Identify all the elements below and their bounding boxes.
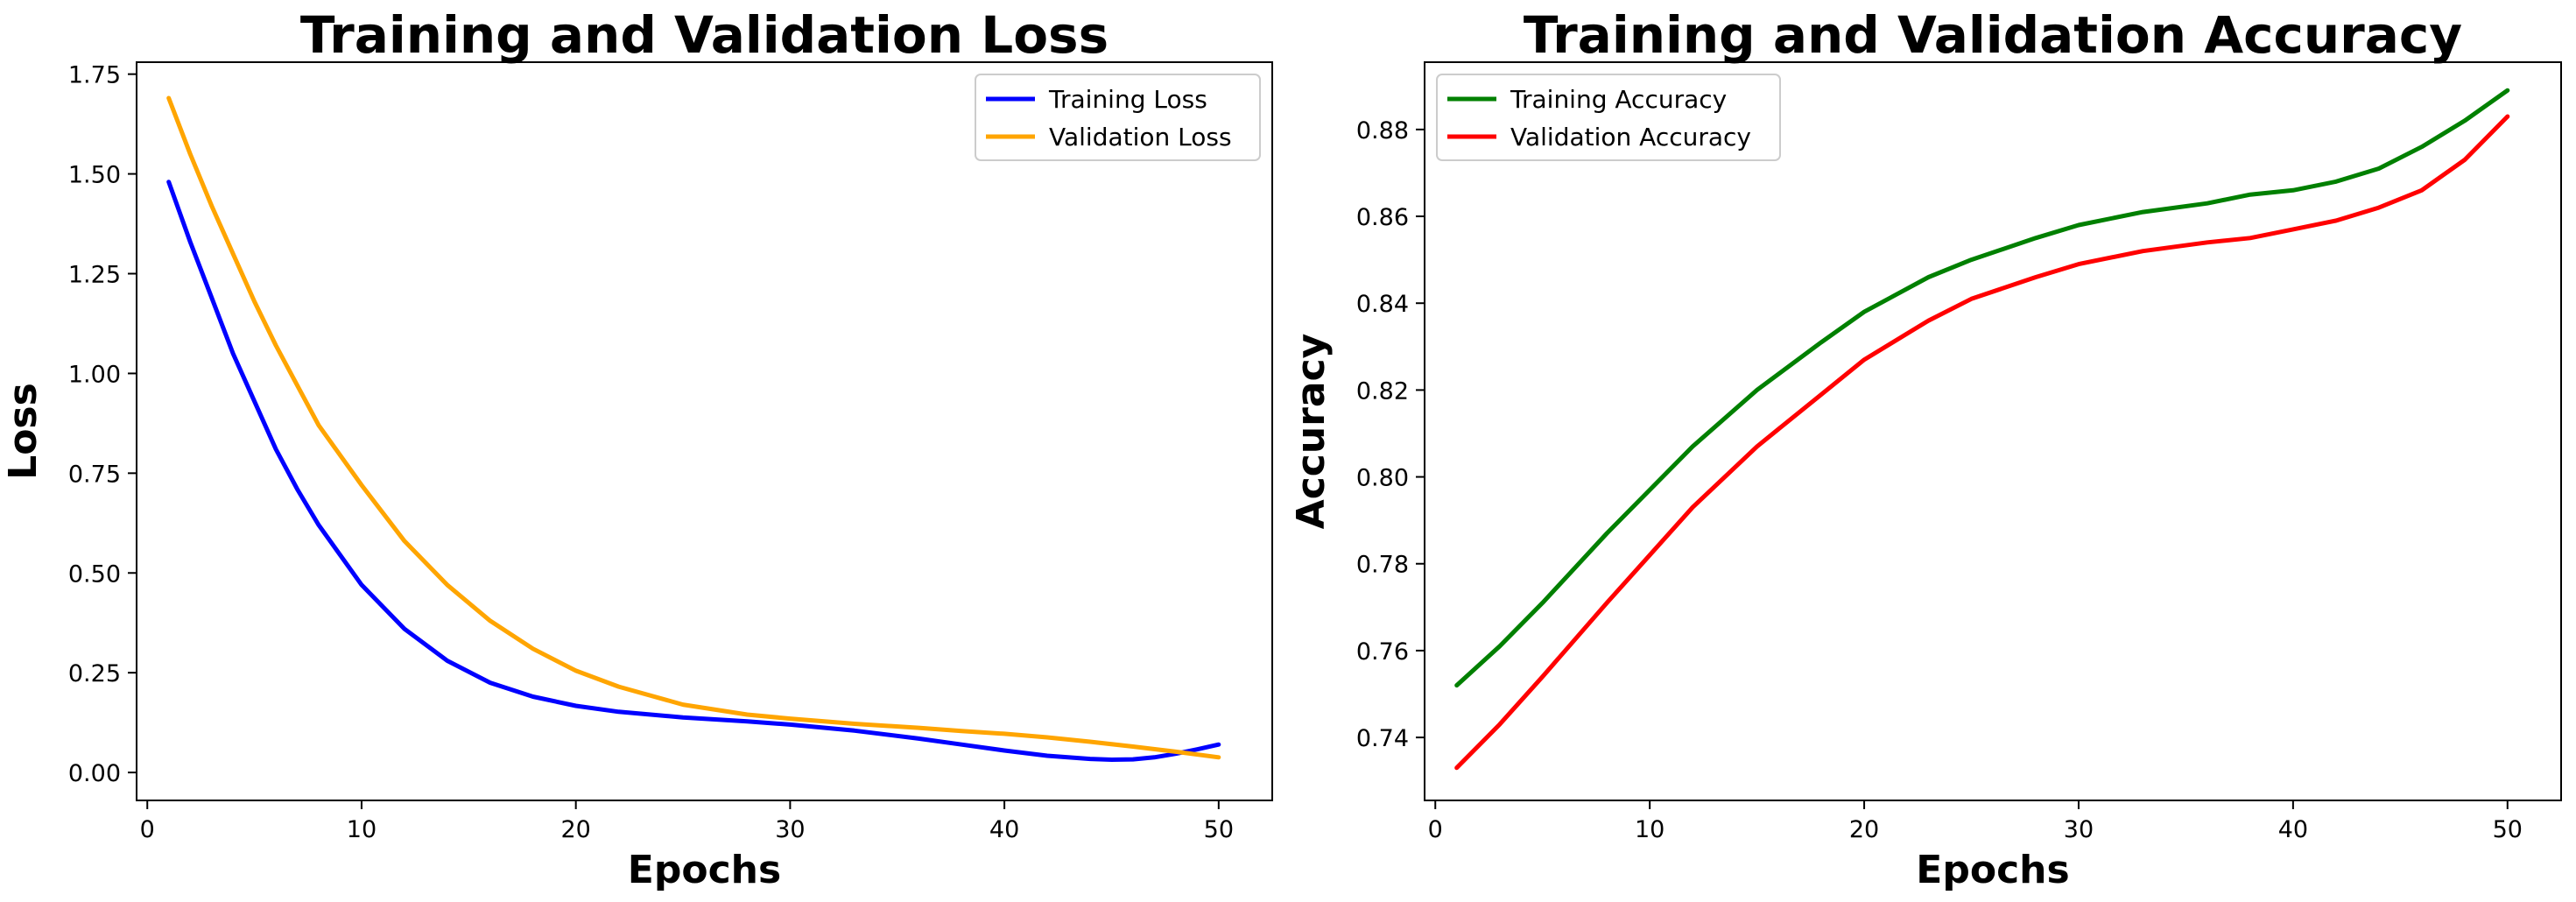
legend-label: Validation Loss (1049, 123, 1232, 152)
x-tick-label: 0 (140, 816, 155, 843)
series-line-1 (166, 180, 1221, 762)
chart-title: Training and Validation Loss (300, 5, 1109, 65)
plot-frame (1424, 61, 2562, 801)
y-tick-label: 0.76 (1356, 638, 1409, 666)
y-tick-label: 0.84 (1356, 291, 1409, 318)
x-tick-label: 0 (1428, 816, 1443, 843)
x-axis-label: Epochs (628, 848, 781, 892)
y-tick-label: 1.25 (68, 262, 121, 289)
legend-box (975, 74, 1261, 161)
y-tick-label: 0.75 (68, 461, 121, 488)
y-tick-label: 0.25 (68, 660, 121, 687)
x-tick-label: 30 (775, 816, 805, 843)
series-line-2 (1454, 114, 2510, 771)
x-tick-label: 40 (2278, 816, 2308, 843)
y-tick-label: 0.00 (68, 760, 121, 787)
y-tick-label: 1.00 (68, 361, 121, 388)
legend-box (1436, 74, 1781, 161)
y-axis-label: Accuracy (1289, 334, 1334, 530)
chart-title: Training and Validation Accuracy (1524, 5, 2462, 65)
legend-label: Training Loss (1048, 85, 1207, 114)
x-tick-label: 50 (2493, 816, 2523, 843)
x-tick-label: 10 (1635, 816, 1665, 843)
plot-frame (136, 61, 1273, 801)
x-tick-label: 20 (1849, 816, 1879, 843)
y-tick-label: 0.86 (1356, 204, 1409, 231)
y-tick-label: 1.75 (68, 62, 121, 89)
legend-label: Validation Accuracy (1510, 123, 1751, 152)
x-tick-label: 40 (989, 816, 1019, 843)
chart-panel-1: Training and Validation Loss 0 10 20 30 40 50 0… (1, 5, 1273, 892)
legend: Training Loss Validation Loss (975, 74, 1261, 161)
y-tick-label: 0.88 (1356, 117, 1409, 144)
y-tick-label: 1.50 (68, 162, 121, 189)
y-tick-label: 0.50 (68, 560, 121, 588)
x-axis-label: Epochs (1916, 848, 2069, 892)
y-tick-label: 0.82 (1356, 377, 1409, 405)
x-tick-label: 50 (1204, 816, 1234, 843)
y-axis-label: Loss (1, 383, 46, 480)
legend: Training Accuracy Validation Accuracy (1436, 74, 1781, 161)
x-tick-label: 20 (560, 816, 590, 843)
chart-panel-2: Training and Validation Accuracy 0 10 20 30 4… (1289, 5, 2562, 892)
x-tick-label: 30 (2064, 816, 2094, 843)
legend-label: Training Accuracy (1510, 85, 1727, 114)
x-tick-label: 10 (347, 816, 377, 843)
series-line-2 (166, 95, 1221, 760)
y-tick-label: 0.78 (1356, 552, 1409, 579)
y-tick-label: 0.74 (1356, 725, 1409, 752)
series-line-1 (1454, 88, 2510, 688)
y-tick-label: 0.80 (1356, 465, 1409, 492)
